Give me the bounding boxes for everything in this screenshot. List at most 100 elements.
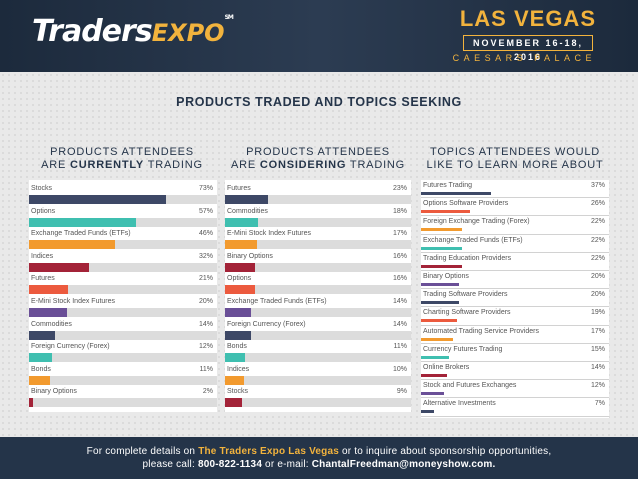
bar-track [29,262,217,272]
chart-3-row: Online Brokers 14% [421,362,609,381]
event-venue: CAESARS PALACE [452,53,596,63]
chart-3-row: Options Software Providers 26% [421,198,609,217]
bar-track [225,330,411,340]
bar [225,262,255,272]
chart-1-row: Futures 21% [29,274,217,296]
bar-value-label: 11% [393,343,408,351]
bar-category-label: Indices [227,365,250,373]
bar-track [225,308,411,317]
bar-category-label: Bonds [227,343,247,351]
chart-2-row: E-Mini Stock Index Futures 17% [225,229,411,251]
event-dates: NOVEMBER 16-18, 2016 [463,35,593,62]
chart-3-row: Binary Options 20% [421,271,609,290]
bar-category-label: Charting Software Providers [423,309,511,317]
bar [225,398,242,408]
bar-track [29,308,217,317]
chart-2-row: Exchange Traded Funds (ETFs) 14% [225,297,411,319]
chart-2-row: Options 16% [225,274,411,296]
bar-value-label: 20% [590,273,605,280]
bar-value-label: 22% [590,218,605,226]
bar-category-label: E-Mini Stock Index Futures [31,298,116,305]
chart-2-title-line2: ARE CONSIDERING TRADING [218,159,418,172]
bar-value-label: 32% [198,252,213,260]
bar-track [29,398,217,408]
bar-category-label: Binary Options [423,273,469,280]
bar-value-label: 7% [594,400,605,408]
bar-value-label: 2% [202,388,213,396]
bar-value-label: 10% [392,365,407,373]
bar [225,353,246,363]
bar [29,308,67,317]
chart-3-row: Stock and Futures Exchanges 12% [421,380,609,399]
bar-value-label: 37% [590,182,605,189]
chart-1-title-post: TRADING [144,159,203,171]
bar-value-label: 14% [392,320,407,328]
bar-track [29,195,217,204]
chart-2-title-bold: CONSIDERING [259,159,347,171]
bar [421,228,463,232]
footer-phone[interactable]: 800-822-1134 [197,459,263,470]
bar-track [29,285,217,295]
bar-category-label: Futures [227,185,251,192]
chart-2-title-post: TRADING [346,159,406,171]
bar-value-label: 22% [590,236,605,244]
chart-3-row: Trading Software Providers 20% [421,289,609,308]
bar-track [225,398,411,408]
chart-2-row: Stocks 9% [225,387,411,409]
bar [29,217,137,227]
bar-track [225,375,411,385]
bar-category-label: Binary Options [227,252,273,260]
bar-category-label: Foreign Currency (Forex) [227,320,306,328]
bar-category-label: Commodities [227,207,268,215]
bar-category-label: Foreign Currency (Forex) [31,343,110,351]
footer-line-2: please call: 800-822-1134 or e-mail: Cha… [0,458,638,471]
chart-2-row: Futures 23% [225,184,411,206]
bar [225,217,259,227]
bar-category-label: Futures [31,275,55,283]
bar [29,285,69,295]
footer-email[interactable]: ChantalFreedman@moneyshow.com. [311,459,496,470]
chart-2-title-line1: PRODUCTS ATTENDEES [246,146,390,158]
logo-service-mark: SM [224,14,234,21]
bar [421,246,463,250]
bar-track [29,375,217,385]
bar [225,375,244,385]
bar-category-label: Indices [31,252,54,260]
bar-track [225,217,411,227]
chart-3-row: Trading Education Providers 22% [421,253,609,271]
chart-1-title: PRODUCTS ATTENDEES ARE CURRENTLY TRADING [22,146,222,172]
bar-track [29,353,217,363]
bar-value-label: 22% [590,254,605,262]
chart-1-row: Stocks 73% [29,184,217,206]
footer-event-link[interactable]: The Traders Expo Las Vegas [198,446,340,457]
bar-category-label: E-Mini Stock Index Futures [227,230,312,238]
bar-track [225,353,411,363]
bar-category-label: Currency Futures Trading [423,345,503,353]
chart-1-title-pre: ARE [41,159,71,171]
chart-3-title: TOPICS ATTENDEES WOULD LIKE TO LEARN MOR… [415,146,615,172]
bar [29,398,33,408]
bar-track [225,240,411,250]
bar-category-label: Binary Options [31,388,77,396]
bar-track [225,285,411,295]
bar-category-label: Options Software Providers [423,200,509,208]
chart-1-row: Binary Options 2% [29,387,217,409]
bar-category-label: Options [31,207,56,215]
bar [421,210,470,214]
bar-value-label: 57% [198,207,213,215]
bar-category-label: Online Brokers [423,364,470,371]
bar [421,319,457,323]
chart-3-row: Automated Trading Service Providers 17% [421,326,609,344]
bar-value-label: 18% [392,207,407,215]
bar-value-label: 46% [198,230,213,238]
page-title: PRODUCTS TRADED AND TOPICS SEEKING [176,95,462,109]
chart-1-row: Options 57% [29,207,217,229]
chart-1-title-bold: CURRENTLY [70,159,145,171]
bar-category-label: Stocks [227,388,249,396]
chart-3-row: Futures Trading 37% [421,180,609,199]
bar [421,283,459,286]
bar [29,353,52,363]
bar-category-label: Exchange Traded Funds (ETFs) [31,230,131,238]
logo-traders: Traders [32,14,153,49]
bar-value-label: 16% [392,275,407,283]
